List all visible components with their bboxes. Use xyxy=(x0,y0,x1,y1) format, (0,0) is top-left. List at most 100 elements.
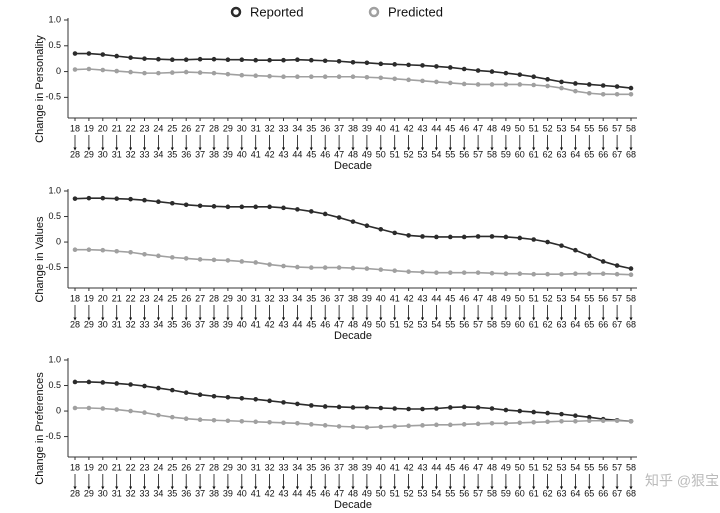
x-tick-label: 53 xyxy=(556,293,566,303)
x-tick-label: 56 xyxy=(598,293,608,303)
data-point xyxy=(434,234,439,240)
data-point xyxy=(378,75,384,81)
data-point xyxy=(225,418,231,424)
x-tick-label: 67 xyxy=(612,149,622,159)
x-tick-label: 47 xyxy=(473,123,483,133)
data-point xyxy=(281,57,286,63)
x-tick-label: 53 xyxy=(417,488,427,498)
x-tick-label: 33 xyxy=(278,293,288,303)
data-point xyxy=(295,207,300,212)
data-point xyxy=(350,74,356,80)
y-tick-label: 0 xyxy=(56,405,61,415)
data-point xyxy=(336,215,342,220)
data-point xyxy=(128,55,133,60)
x-tick-label: 53 xyxy=(556,462,566,472)
data-point xyxy=(322,265,328,270)
data-point xyxy=(281,400,286,405)
data-point xyxy=(322,211,328,217)
data-point xyxy=(587,418,592,424)
x-tick-label: 60 xyxy=(515,488,525,498)
data-point xyxy=(545,239,550,245)
x-tick-label: 41 xyxy=(251,149,261,159)
x-tick-label: 50 xyxy=(376,488,386,498)
data-point xyxy=(336,58,342,64)
data-point xyxy=(309,209,314,214)
data-point xyxy=(364,405,370,410)
x-tick-label: 27 xyxy=(195,293,205,303)
data-point xyxy=(378,226,384,232)
data-point xyxy=(225,204,231,210)
data-point xyxy=(267,57,272,63)
data-point xyxy=(461,270,467,275)
x-tick-label: 52 xyxy=(404,488,414,498)
x-tick-label: 56 xyxy=(598,123,608,133)
legend-label: Reported xyxy=(250,4,303,19)
x-tick-label: 45 xyxy=(306,319,316,329)
x-tick-label: 35 xyxy=(167,488,177,498)
data-point xyxy=(267,419,272,425)
x-tick-label: 38 xyxy=(348,293,358,303)
x-tick-label: 54 xyxy=(431,149,441,159)
x-tick-label: 43 xyxy=(278,319,288,329)
legend-label: Predicted xyxy=(388,4,443,19)
data-point xyxy=(350,59,356,65)
data-point xyxy=(183,57,189,63)
x-tick-label: 56 xyxy=(459,488,469,498)
data-point xyxy=(573,81,578,86)
x-tick-label: 46 xyxy=(320,319,330,329)
x-tick-label: 36 xyxy=(181,149,191,159)
data-point xyxy=(253,397,258,402)
x-tick-label: 50 xyxy=(376,149,386,159)
data-point xyxy=(114,381,119,386)
y-axis-label: Change in Personality xyxy=(34,35,46,143)
x-tick-label: 42 xyxy=(404,123,414,133)
x-tick-label: 40 xyxy=(237,319,247,329)
x-tick-label: 23 xyxy=(139,462,149,472)
x-tick-label: 34 xyxy=(153,319,163,329)
data-point xyxy=(156,56,161,62)
x-tick-label: 20 xyxy=(98,293,108,303)
x-tick-label: 45 xyxy=(445,293,455,303)
x-tick-label: 33 xyxy=(278,123,288,133)
x-tick-label: 38 xyxy=(209,488,219,498)
data-point xyxy=(309,403,314,408)
x-tick-label: 34 xyxy=(292,293,302,303)
data-point xyxy=(614,263,620,268)
data-point xyxy=(336,424,342,429)
x-tick-label: 54 xyxy=(570,293,580,303)
data-point xyxy=(475,68,481,73)
data-point xyxy=(100,52,106,57)
x-tick-label: 22 xyxy=(126,462,136,472)
x-tick-label: 30 xyxy=(237,462,247,472)
data-point xyxy=(336,404,342,410)
x-tick-label: 34 xyxy=(292,123,302,133)
x-tick-label: 52 xyxy=(404,319,414,329)
x-tick-label: 36 xyxy=(181,488,191,498)
data-point xyxy=(406,77,411,83)
x-tick-label: 37 xyxy=(195,488,205,498)
y-axis-label: Change in Preferences xyxy=(34,372,46,485)
x-tick-label: 32 xyxy=(126,488,136,498)
data-point xyxy=(614,418,620,424)
data-point xyxy=(142,410,147,415)
data-point xyxy=(350,424,356,430)
data-point xyxy=(545,271,550,277)
data-point xyxy=(350,219,356,224)
x-tick-label: 30 xyxy=(98,488,108,498)
data-point xyxy=(86,195,92,201)
data-point xyxy=(378,405,384,411)
x-tick-label: 23 xyxy=(139,123,149,133)
y-tick-label: 1.0 xyxy=(48,185,61,195)
x-tick-label: 36 xyxy=(320,123,330,133)
x-tick-label: 57 xyxy=(473,488,483,498)
x-tick-label: 39 xyxy=(362,462,372,472)
x-tick-label: 55 xyxy=(445,488,455,498)
data-point xyxy=(461,81,467,87)
x-tick-label: 42 xyxy=(265,319,275,329)
data-point xyxy=(156,199,161,205)
legend-marker xyxy=(230,6,242,18)
data-point xyxy=(267,398,272,404)
x-tick-label: 56 xyxy=(598,462,608,472)
data-point xyxy=(434,79,439,85)
